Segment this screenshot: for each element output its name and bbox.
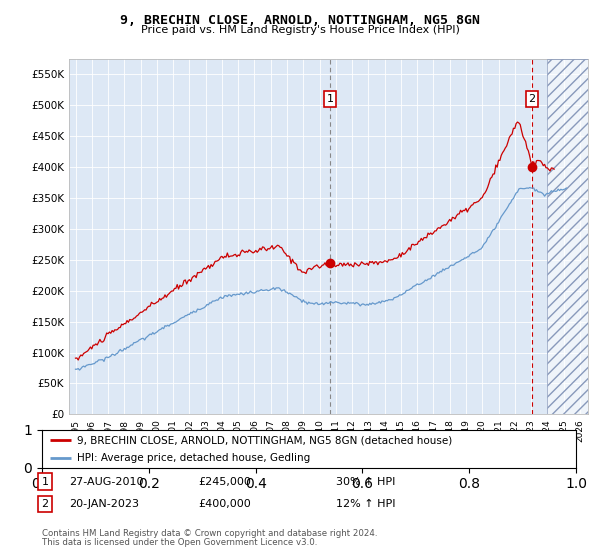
Text: Contains HM Land Registry data © Crown copyright and database right 2024.: Contains HM Land Registry data © Crown c…	[42, 529, 377, 538]
Text: 9, BRECHIN CLOSE, ARNOLD, NOTTINGHAM, NG5 8GN (detached house): 9, BRECHIN CLOSE, ARNOLD, NOTTINGHAM, NG…	[77, 435, 452, 445]
Text: HPI: Average price, detached house, Gedling: HPI: Average price, detached house, Gedl…	[77, 453, 310, 463]
Text: £400,000: £400,000	[198, 499, 251, 509]
Text: 12% ↑ HPI: 12% ↑ HPI	[336, 499, 395, 509]
Text: 30% ↑ HPI: 30% ↑ HPI	[336, 477, 395, 487]
Text: Price paid vs. HM Land Registry's House Price Index (HPI): Price paid vs. HM Land Registry's House …	[140, 25, 460, 35]
Text: 20-JAN-2023: 20-JAN-2023	[69, 499, 139, 509]
Bar	[547, 59, 588, 414]
Bar	[547, 59, 588, 414]
Text: 2: 2	[529, 94, 535, 104]
Text: 1: 1	[326, 94, 334, 104]
Text: 9, BRECHIN CLOSE, ARNOLD, NOTTINGHAM, NG5 8GN: 9, BRECHIN CLOSE, ARNOLD, NOTTINGHAM, NG…	[120, 14, 480, 27]
Text: 2: 2	[41, 499, 49, 509]
Text: 1: 1	[41, 477, 49, 487]
Text: £245,000: £245,000	[198, 477, 251, 487]
Text: This data is licensed under the Open Government Licence v3.0.: This data is licensed under the Open Gov…	[42, 538, 317, 547]
Text: 27-AUG-2010: 27-AUG-2010	[69, 477, 143, 487]
